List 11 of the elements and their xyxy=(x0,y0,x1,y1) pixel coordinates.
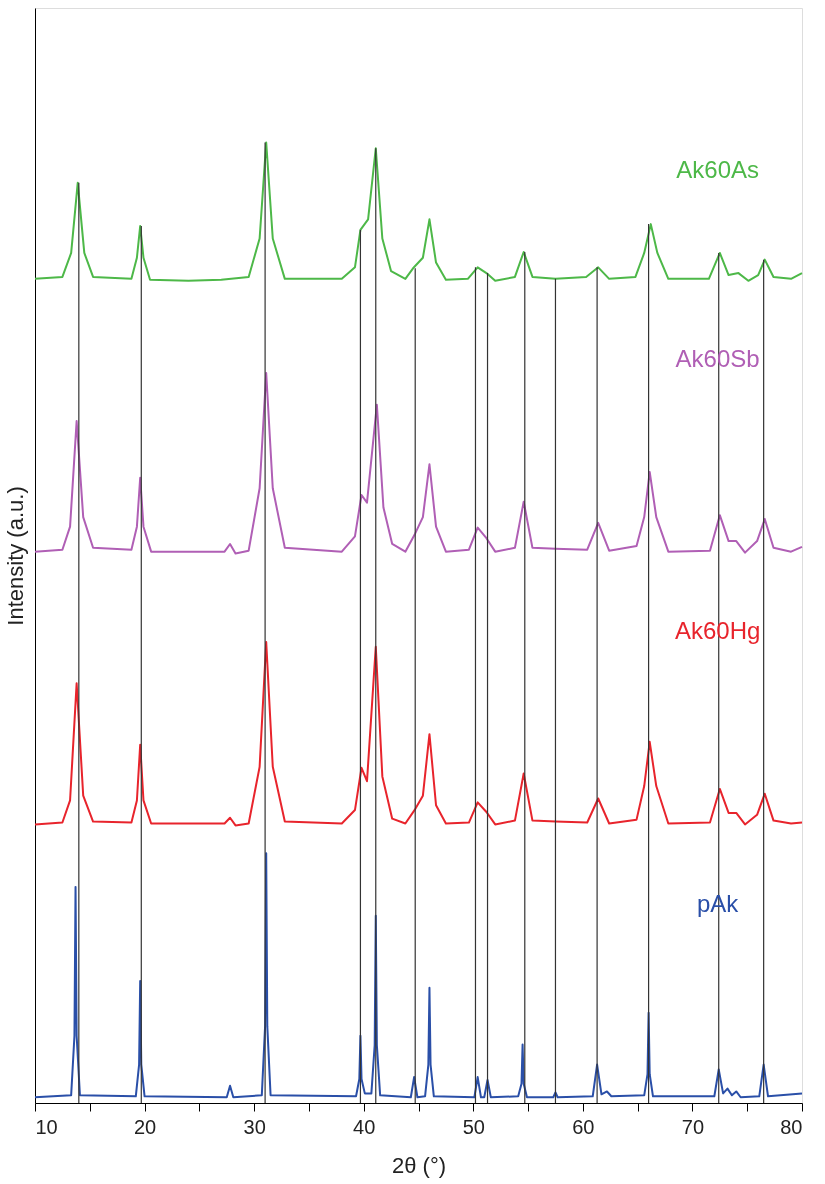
x-tick-label: 80 xyxy=(780,1115,803,1138)
x-tick-label: 20 xyxy=(133,1115,157,1138)
text: Ak60As xyxy=(676,156,759,184)
x-tick-label: 60 xyxy=(572,1115,595,1138)
x-tick-label: 30 xyxy=(243,1115,266,1138)
x-tick-label: 10 xyxy=(35,1115,58,1138)
x-tick-label: 40 xyxy=(353,1115,376,1138)
x-tick-label: 70 xyxy=(681,1115,705,1138)
x-tick-label: 50 xyxy=(462,1115,485,1138)
x-axis-title: 2θ (°) xyxy=(391,1152,447,1178)
y-axis-title: Intensity (a.u.) xyxy=(2,486,28,626)
